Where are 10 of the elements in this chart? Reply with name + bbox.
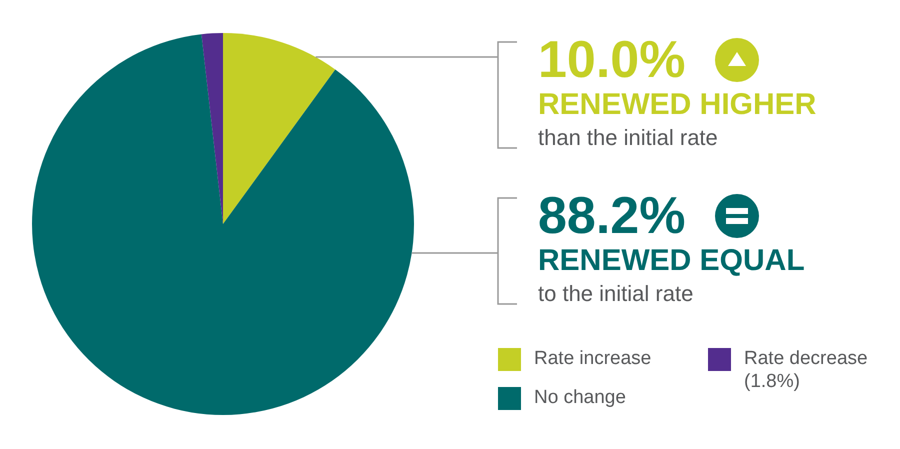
- data-label: (1.8%): [744, 371, 800, 392]
- data-label: 10.0%: [538, 31, 686, 89]
- data-label: 88.2%: [538, 187, 686, 245]
- legend-label: Rate decrease: [744, 348, 868, 369]
- text: RENEWED EQUAL: [538, 244, 805, 277]
- legend-label: No change: [534, 387, 626, 408]
- text: RENEWED HIGHER: [538, 88, 817, 121]
- text: than the initial rate: [538, 125, 718, 150]
- text: to the initial rate: [538, 281, 694, 306]
- legend-label: Rate increase: [534, 348, 652, 369]
